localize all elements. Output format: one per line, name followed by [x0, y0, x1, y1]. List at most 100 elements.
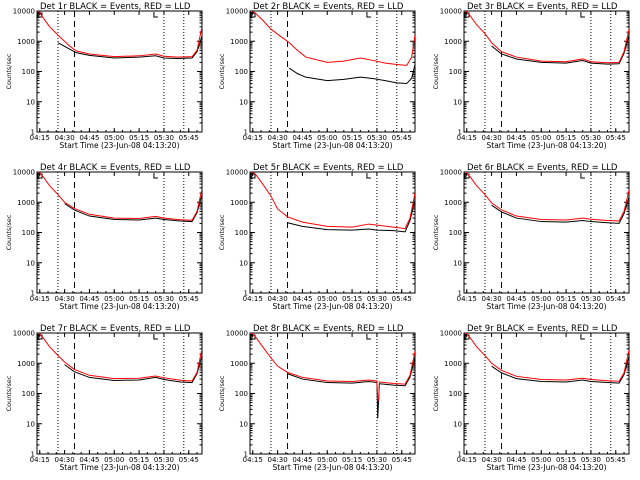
- series-line-events: [287, 356, 415, 419]
- x-tick-label: 05:30: [367, 456, 387, 464]
- x-tick-label: 04:30: [54, 456, 74, 464]
- x-tick-label: 05:45: [179, 134, 199, 142]
- x-tick-label: 05:00: [104, 134, 124, 142]
- panel-title: Det 3r BLACK = Events, RED = LLD: [467, 2, 618, 12]
- y-tick-label: 1000: [444, 360, 462, 368]
- x-tick-label: 05:30: [367, 134, 387, 142]
- series-line-lld: [465, 11, 629, 64]
- series-line-events: [57, 35, 202, 59]
- plot-frame: [463, 10, 630, 133]
- y-tick-label: 10000: [440, 169, 462, 177]
- x-tick-label: 04:30: [54, 295, 74, 303]
- x-axis-label: Start Time (23-Jun-08 04:13:20): [273, 141, 393, 150]
- y-tick-label: 100: [235, 68, 248, 76]
- y-tick-label: 1: [458, 129, 462, 137]
- x-tick-label: 05:15: [129, 134, 149, 142]
- y-tick-label: 10: [453, 420, 462, 428]
- x-tick-label: 04:30: [267, 295, 287, 303]
- y-tick-label: 10: [239, 98, 248, 106]
- series-line-events: [287, 199, 415, 233]
- y-tick-label: 1: [244, 129, 248, 137]
- series-line-lld: [465, 333, 629, 382]
- y-tick-label: 10000: [226, 8, 248, 16]
- x-tick-label: 04:45: [292, 134, 312, 142]
- series-group: [251, 172, 415, 233]
- series-line-lld: [38, 172, 202, 221]
- series-group: [251, 333, 415, 419]
- detector-panel-8: Det 8r BLACK = Events, RED = LLD 04:15 04:…: [218, 324, 416, 472]
- state-marker: [153, 173, 158, 179]
- x-tick-label: 04:15: [30, 295, 50, 303]
- x-tick-label: 04:15: [457, 456, 477, 464]
- x-axis-label: Start Time (23-Jun-08 04:13:20): [60, 302, 180, 311]
- series-line-lld: [251, 172, 415, 230]
- detector-panel-7: Det 7r BLACK = Events, RED = LLD 04:15 04:…: [5, 324, 203, 472]
- series-line-events: [288, 64, 415, 85]
- state-marker: [580, 173, 585, 179]
- x-tick-label: 04:15: [243, 456, 263, 464]
- x-axis-label: Start Time (23-Jun-08 04:13:20): [273, 302, 393, 311]
- panel-title: Det 9r BLACK = Events, RED = LLD: [467, 324, 618, 334]
- x-tick-label: 05:15: [556, 456, 576, 464]
- x-tick-label: 04:45: [506, 295, 526, 303]
- y-axis-label: Counts/sec: [432, 375, 440, 411]
- x-tick-label: 05:15: [129, 456, 149, 464]
- detector-panel-6: Det 6r BLACK = Events, RED = LLD 04:15 04:…: [432, 163, 630, 311]
- series-group: [37, 11, 202, 59]
- plot-frame: [36, 10, 203, 133]
- y-axis-label: Counts/sec: [218, 375, 226, 411]
- series-line-lld: [465, 172, 629, 222]
- x-tick-label: 05:45: [392, 456, 412, 464]
- series-line-events: [64, 355, 202, 384]
- y-tick-label: 10: [453, 98, 462, 106]
- series-group: [465, 172, 629, 224]
- series-line-events: [64, 194, 202, 223]
- x-tick-label: 05:15: [342, 456, 362, 464]
- x-tick-label: 05:45: [606, 134, 626, 142]
- x-tick-label: 05:30: [154, 295, 174, 303]
- x-tick-label: 05:00: [104, 295, 124, 303]
- x-tick-label: 04:45: [79, 295, 99, 303]
- y-tick-label: 100: [235, 229, 248, 237]
- y-tick-label: 1000: [230, 38, 248, 46]
- y-tick-label: 10: [26, 259, 35, 267]
- y-tick-label: 1000: [230, 199, 248, 207]
- series-line-events: [491, 34, 629, 65]
- y-tick-label: 10000: [226, 330, 248, 338]
- x-tick-label: 05:00: [531, 295, 551, 303]
- x-tick-label: 04:45: [506, 134, 526, 142]
- x-tick-label: 05:30: [581, 295, 601, 303]
- x-axis-label: Start Time (23-Jun-08 04:13:20): [273, 463, 393, 472]
- y-tick-label: 10000: [440, 8, 462, 16]
- detector-panel-5: Det 5r BLACK = Events, RED = LLD 04:15 04:…: [218, 163, 416, 311]
- x-tick-label: 05:45: [392, 134, 412, 142]
- y-tick-label: 100: [22, 229, 35, 237]
- y-tick-label: 1: [31, 129, 35, 137]
- plot-frame: [249, 332, 416, 455]
- y-tick-label: 1000: [17, 360, 35, 368]
- y-tick-label: 1: [244, 290, 248, 298]
- series-group: [38, 333, 202, 384]
- x-tick-label: 05:30: [581, 456, 601, 464]
- y-tick-label: 10000: [13, 169, 35, 177]
- x-tick-label: 04:15: [30, 134, 50, 142]
- x-tick-label: 05:00: [317, 456, 337, 464]
- y-tick-label: 1: [31, 451, 35, 459]
- plot-frame: [36, 171, 203, 294]
- series-line-lld: [251, 11, 415, 66]
- x-tick-label: 05:15: [342, 295, 362, 303]
- x-tick-label: 05:30: [154, 456, 174, 464]
- y-tick-label: 1: [244, 451, 248, 459]
- x-axis-label: Start Time (23-Jun-08 04:13:20): [487, 463, 607, 472]
- x-tick-label: 04:45: [506, 456, 526, 464]
- x-tick-label: 05:15: [129, 295, 149, 303]
- series-line-lld: [251, 333, 415, 401]
- x-axis-label: Start Time (23-Jun-08 04:13:20): [487, 302, 607, 311]
- y-tick-label: 10000: [13, 330, 35, 338]
- y-tick-label: 100: [22, 68, 35, 76]
- y-tick-label: 1: [458, 290, 462, 298]
- x-tick-label: 04:15: [243, 134, 263, 142]
- x-tick-label: 05:15: [556, 295, 576, 303]
- panel-title: Det 2r BLACK = Events, RED = LLD: [253, 2, 404, 12]
